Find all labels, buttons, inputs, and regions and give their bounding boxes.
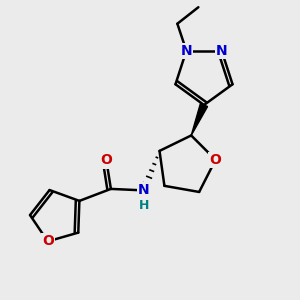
Text: O: O bbox=[42, 234, 54, 248]
Text: N: N bbox=[138, 183, 150, 197]
Polygon shape bbox=[191, 103, 208, 136]
Text: N: N bbox=[216, 44, 227, 58]
Text: N: N bbox=[181, 44, 192, 58]
Text: O: O bbox=[100, 153, 112, 167]
Text: H: H bbox=[139, 199, 149, 212]
Text: O: O bbox=[210, 153, 221, 167]
